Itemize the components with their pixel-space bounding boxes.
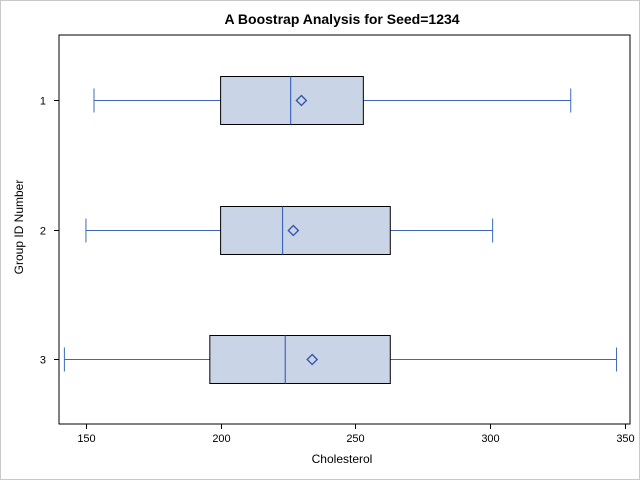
mean-marker — [295, 94, 308, 107]
axis-ticks: 1 2 3 150 200 250 300 350 — [40, 96, 635, 446]
y-tick-label: 3 — [40, 355, 46, 367]
mean-marker — [306, 353, 319, 366]
iqr-box — [209, 335, 391, 384]
x-tick-label: 350 — [616, 433, 634, 445]
iqr-box — [220, 76, 364, 125]
box-group-1 — [93, 76, 572, 125]
x-axis-label: Cholesterol — [312, 452, 373, 466]
plot-frame — [58, 34, 631, 425]
box-group-2 — [85, 206, 494, 255]
x-tick-label: 150 — [77, 433, 95, 445]
y-tick-label: 1 — [40, 96, 46, 108]
plot-area — [58, 34, 631, 425]
mean-marker — [287, 224, 300, 237]
box-group-3 — [63, 335, 618, 384]
y-axis-label: Group ID Number — [12, 180, 26, 275]
iqr-box — [220, 206, 391, 255]
chart-title: A Boostrap Analysis for Seed=1234 — [224, 11, 459, 27]
x-tick-label: 300 — [481, 433, 499, 445]
x-tick-label: 200 — [212, 433, 230, 445]
x-tick-label: 250 — [346, 433, 364, 445]
y-tick-label: 2 — [40, 226, 46, 238]
